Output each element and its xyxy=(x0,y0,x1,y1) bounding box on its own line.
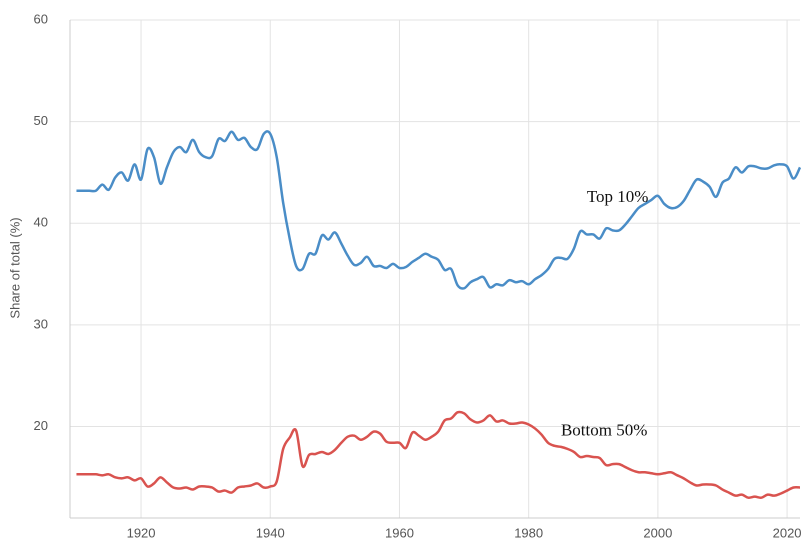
y-tick-label: 30 xyxy=(34,316,48,331)
line-series xyxy=(76,130,802,290)
y-tick-label: 60 xyxy=(34,11,48,26)
x-tick-label: 1920 xyxy=(127,525,156,540)
series-label: Bottom 50% xyxy=(561,421,647,440)
x-tick-label: 1960 xyxy=(385,525,414,540)
series-label: Top 10% xyxy=(587,187,649,206)
x-tick-label: 2020 xyxy=(773,525,802,540)
y-axis-label: Share of total (%) xyxy=(7,217,22,318)
x-tick-label: 1980 xyxy=(514,525,543,540)
x-tick-label: 2000 xyxy=(643,525,672,540)
x-tick-label: 1940 xyxy=(256,525,285,540)
y-tick-label: 50 xyxy=(34,113,48,128)
line-series xyxy=(76,410,801,499)
y-tick-label: 20 xyxy=(34,418,48,433)
y-tick-label: 40 xyxy=(34,215,48,230)
